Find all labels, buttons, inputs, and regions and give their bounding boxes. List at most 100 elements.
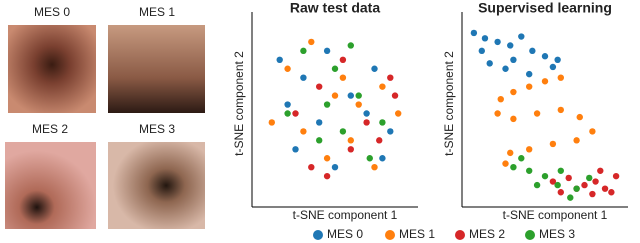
point — [526, 146, 533, 153]
point — [366, 155, 373, 162]
point — [339, 74, 347, 81]
point — [554, 56, 561, 63]
legend-swatch — [313, 230, 323, 240]
point — [387, 128, 394, 135]
point — [379, 155, 386, 162]
point — [347, 92, 354, 99]
point — [518, 33, 525, 40]
point — [541, 78, 549, 85]
point — [331, 65, 339, 72]
point — [494, 38, 501, 46]
legend-label: MES 3 — [539, 227, 575, 241]
point — [589, 128, 596, 135]
point — [549, 140, 557, 148]
point — [316, 83, 323, 90]
point — [308, 164, 315, 171]
point — [581, 181, 588, 189]
legend-label: MES 0 — [327, 227, 363, 241]
point — [502, 65, 509, 72]
point — [316, 119, 323, 126]
point — [323, 47, 331, 55]
point — [486, 60, 493, 67]
y-axis-label: t-SNE component 2 — [232, 51, 246, 156]
point — [576, 113, 583, 121]
image-label: MES 3 — [139, 122, 175, 136]
point — [541, 172, 549, 180]
endoscopy-image — [8, 25, 96, 113]
legend-swatch — [455, 230, 465, 240]
chart-title: Supervised learning — [478, 0, 612, 16]
point — [379, 83, 386, 90]
point — [371, 164, 378, 171]
y-axis-label: t-SNE component 2 — [442, 51, 456, 156]
point — [347, 42, 354, 49]
point — [300, 74, 307, 81]
chart-title: Raw test data — [290, 0, 380, 16]
image-grid: MES 0 MES 1 MES 2 MES 3 — [5, 5, 205, 229]
point — [276, 56, 283, 63]
legend-label: MES 2 — [469, 227, 505, 241]
point — [292, 146, 299, 153]
point — [497, 95, 504, 103]
point — [589, 190, 596, 198]
point — [510, 56, 517, 63]
point — [355, 92, 362, 99]
point — [494, 110, 501, 117]
image-label: MES 2 — [32, 122, 68, 136]
point — [478, 47, 485, 55]
x-axis-label: t-SNE component 1 — [293, 208, 398, 222]
point — [292, 110, 299, 117]
point — [316, 137, 323, 144]
point — [565, 174, 572, 182]
image-label: MES 1 — [139, 5, 175, 19]
point — [549, 63, 557, 71]
point — [355, 101, 362, 108]
point — [510, 164, 517, 171]
point — [268, 119, 275, 126]
legend-label: MES 1 — [399, 227, 435, 241]
point — [284, 101, 291, 108]
point — [387, 74, 394, 81]
point — [323, 172, 331, 180]
point — [597, 167, 604, 174]
point — [481, 35, 489, 42]
point — [507, 42, 514, 49]
point — [376, 137, 383, 144]
point — [573, 185, 580, 192]
point — [541, 53, 549, 60]
point — [284, 65, 291, 72]
point — [612, 172, 620, 180]
point — [533, 110, 541, 117]
point — [573, 137, 580, 144]
point — [323, 101, 331, 108]
point — [533, 181, 541, 189]
point — [395, 110, 402, 117]
endoscopy-image — [108, 142, 205, 229]
x-axis-label: t-SNE component 1 — [503, 208, 608, 222]
endoscopy-image — [5, 142, 96, 229]
point — [592, 178, 599, 185]
point — [308, 38, 315, 46]
point — [549, 178, 557, 185]
point — [557, 189, 564, 196]
legend-swatch — [385, 230, 395, 240]
endoscopy-image — [108, 25, 205, 113]
point — [510, 115, 517, 123]
point — [363, 119, 370, 126]
point — [300, 47, 307, 55]
point — [363, 110, 370, 117]
point — [379, 119, 386, 126]
point — [331, 164, 339, 171]
point — [557, 74, 564, 81]
point — [470, 29, 478, 37]
point — [507, 149, 514, 157]
point — [526, 167, 533, 174]
point — [529, 47, 536, 55]
point — [323, 155, 331, 162]
point — [331, 92, 339, 99]
point — [339, 128, 347, 135]
point — [567, 194, 574, 201]
legend-swatch — [525, 230, 535, 240]
point — [391, 92, 399, 99]
